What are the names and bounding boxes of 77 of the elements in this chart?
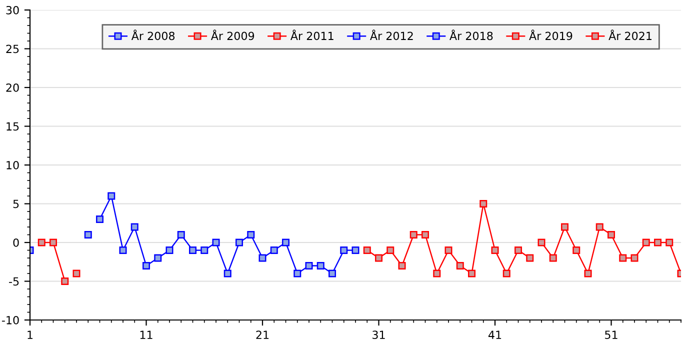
point xyxy=(84,231,92,238)
y-tick-label: -5 xyxy=(9,277,19,286)
point xyxy=(316,262,324,270)
point xyxy=(258,254,266,262)
point xyxy=(584,270,592,278)
y-tick-label: -10 xyxy=(2,316,19,324)
point xyxy=(328,270,336,278)
point xyxy=(410,231,418,238)
point xyxy=(433,270,441,278)
point xyxy=(189,246,196,254)
point xyxy=(294,270,302,278)
point xyxy=(166,246,174,254)
y-tick-label: 5 xyxy=(13,200,19,208)
point xyxy=(363,246,371,254)
x-tick-label: 51 xyxy=(605,330,618,340)
point xyxy=(502,270,510,278)
point xyxy=(444,246,452,254)
point xyxy=(236,238,243,246)
legend-label: År 2019 xyxy=(529,30,572,40)
point xyxy=(282,238,290,246)
y-tick-label: 25 xyxy=(6,44,19,54)
legend-label: År 2009 xyxy=(210,30,254,40)
point xyxy=(142,262,150,270)
point xyxy=(177,231,185,238)
legend-label: År 2011 xyxy=(290,30,334,40)
point xyxy=(212,238,220,246)
point xyxy=(154,254,162,262)
x-tick-label: 1 xyxy=(28,330,33,339)
y-tick-label: 10 xyxy=(6,160,19,170)
point xyxy=(200,246,208,254)
point xyxy=(642,238,650,246)
point xyxy=(72,270,80,278)
point xyxy=(398,262,406,270)
point xyxy=(561,223,568,231)
point xyxy=(526,254,534,262)
y-tick-label: 0 xyxy=(13,238,19,247)
point xyxy=(549,254,557,262)
point xyxy=(119,246,127,254)
point xyxy=(130,223,138,231)
point xyxy=(596,223,604,231)
legend-label: År 2008 xyxy=(131,30,175,40)
point xyxy=(514,246,522,254)
point xyxy=(666,238,674,246)
x-tick-label: 11 xyxy=(140,330,152,339)
point xyxy=(375,254,382,262)
y-tick-label: 30 xyxy=(6,6,19,14)
point xyxy=(96,216,104,223)
x-tick-label: 41 xyxy=(488,330,502,339)
point xyxy=(654,238,662,246)
point xyxy=(50,238,57,246)
point xyxy=(305,262,313,270)
point xyxy=(247,231,255,238)
legend-label: År 2012 xyxy=(370,30,413,40)
point xyxy=(422,231,429,238)
point xyxy=(224,270,232,278)
point xyxy=(38,238,46,246)
point xyxy=(340,246,348,254)
point xyxy=(619,254,627,262)
point xyxy=(608,231,615,238)
point xyxy=(352,246,360,254)
point xyxy=(480,200,488,208)
point xyxy=(386,246,394,254)
point xyxy=(572,246,580,254)
point xyxy=(491,246,499,254)
x-tick-label: 31 xyxy=(372,330,385,340)
x-tick-label: 21 xyxy=(256,330,269,339)
y-tick-label: 15 xyxy=(6,122,19,131)
legend-label: År 2021 xyxy=(608,30,652,40)
point xyxy=(270,246,278,254)
point xyxy=(630,254,638,262)
legend-label: År 2018 xyxy=(450,30,493,40)
point xyxy=(61,278,69,285)
point xyxy=(468,270,476,278)
y-tick-label: 20 xyxy=(6,83,19,92)
point xyxy=(108,192,116,200)
point xyxy=(456,262,464,270)
point xyxy=(538,238,546,246)
